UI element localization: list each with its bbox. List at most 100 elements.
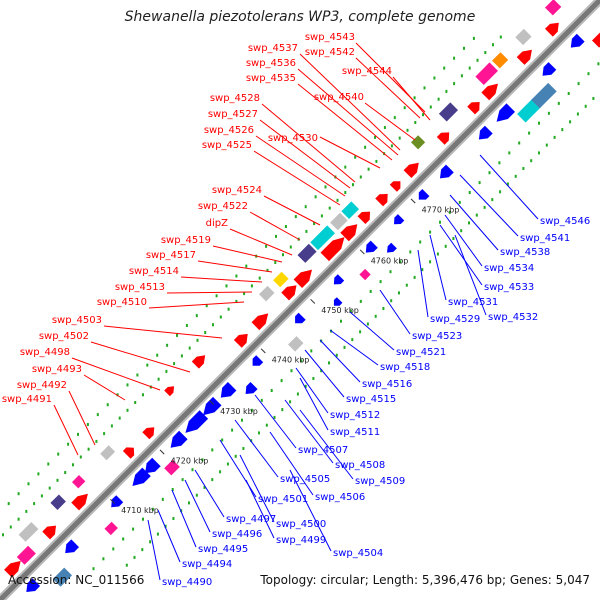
cog-dot	[243, 292, 246, 296]
leader-line	[212, 245, 283, 263]
leader-line	[304, 349, 345, 398]
reverse-gene	[517, 98, 542, 123]
cog-dot	[185, 324, 188, 327]
cog-dot	[250, 284, 253, 288]
cog-dot	[265, 423, 268, 427]
leader-line	[53, 404, 79, 456]
reverse-gene	[478, 125, 493, 140]
cog-dot	[406, 128, 409, 132]
reverse-gene-label: swp_4532	[488, 312, 538, 323]
cog-dot	[112, 547, 115, 551]
cog-dot	[359, 330, 362, 334]
cog-dot	[191, 468, 194, 472]
cog-dot	[219, 470, 222, 474]
forward-gene-label: swp_4498	[20, 347, 70, 358]
cog-dot	[242, 447, 245, 450]
leader-line	[184, 479, 211, 533]
cog-dot	[211, 478, 214, 482]
reverse-gene-label: swp_4523	[412, 331, 462, 342]
cog-dot	[126, 383, 129, 387]
cog-dot	[528, 131, 531, 135]
forward-gene-label: swp_4513	[115, 282, 165, 293]
cog-dot	[399, 260, 402, 264]
cog-dot	[40, 494, 43, 498]
leader-line	[245, 479, 275, 539]
forward-gene-label: swp_4510	[97, 297, 147, 308]
leader-line	[103, 325, 223, 339]
tick-label: 4710 kbp	[121, 506, 159, 515]
cog-dot	[314, 195, 317, 199]
forward-gene	[122, 447, 135, 459]
cog-dot	[375, 159, 378, 163]
cog-dot	[398, 136, 401, 140]
reverse-gene-label: swp_4505	[280, 474, 330, 485]
cog-dot	[300, 359, 303, 363]
cog-dot	[382, 307, 385, 310]
leader-line	[297, 83, 393, 161]
cog-dot	[483, 205, 486, 209]
cog-dot	[538, 151, 540, 155]
cog-dot	[398, 291, 400, 295]
forward-gene	[72, 475, 86, 489]
cog-dot	[383, 126, 386, 129]
leader-line	[71, 357, 161, 391]
cog-dot	[156, 532, 159, 536]
cog-dot	[359, 175, 362, 179]
leader-line	[148, 301, 245, 309]
tick-label: 4750 kbp	[321, 306, 359, 315]
reverse-gene	[65, 539, 79, 554]
cog-dot	[211, 448, 214, 452]
tick-mark	[310, 298, 316, 304]
forward-gene-label: swp_4543	[305, 32, 355, 43]
cog-dot	[359, 299, 362, 303]
cog-dot	[289, 400, 292, 404]
cog-dot	[87, 447, 90, 451]
forward-gene	[233, 333, 248, 348]
forward-gene-label: swp_4527	[208, 109, 258, 120]
cog-dot	[369, 290, 372, 293]
cog-dot	[235, 299, 238, 303]
leader-line	[444, 214, 483, 267]
cog-dot	[219, 315, 222, 319]
cog-dot	[336, 198, 339, 202]
reverse-gene	[185, 410, 209, 433]
cog-dot	[165, 369, 168, 373]
reverse-gene	[418, 189, 430, 200]
forward-gene	[273, 271, 289, 288]
forward-gene-label: swp_4540	[314, 92, 364, 103]
cog-dot	[205, 304, 208, 308]
cog-dot	[17, 517, 20, 521]
cog-dot	[142, 517, 144, 521]
cog-dot	[172, 517, 175, 520]
cog-dot	[508, 151, 511, 155]
cog-dot	[141, 548, 144, 552]
tick-label: 4740 kbp	[272, 355, 310, 364]
cog-dot	[33, 502, 36, 506]
leader-line	[259, 119, 351, 189]
cog-dot	[2, 533, 4, 537]
cog-dot	[344, 165, 347, 169]
cog-dot	[294, 215, 297, 219]
cog-dot	[245, 264, 248, 268]
cog-dot	[367, 167, 370, 171]
reverse-gene	[245, 382, 258, 394]
cog-dot	[414, 121, 417, 124]
leader-line	[449, 194, 499, 251]
forward-gene	[389, 181, 401, 192]
reverse-gene-label: swp_4546	[540, 216, 590, 227]
cog-dot	[312, 377, 315, 380]
reverse-gene	[111, 495, 124, 508]
cog-dot	[161, 497, 164, 501]
cog-dot	[134, 401, 137, 404]
cog-dot	[448, 210, 451, 214]
cog-dot	[463, 46, 465, 50]
reverse-gene-label: swp_4497	[226, 514, 276, 525]
cog-dot	[225, 284, 228, 288]
leader-line	[68, 390, 96, 446]
cog-dot	[409, 250, 412, 254]
cog-dot	[557, 101, 560, 105]
leader-line	[379, 289, 411, 335]
cog-dot	[273, 415, 276, 419]
cog-dot	[304, 205, 307, 209]
cog-dot	[437, 97, 440, 101]
